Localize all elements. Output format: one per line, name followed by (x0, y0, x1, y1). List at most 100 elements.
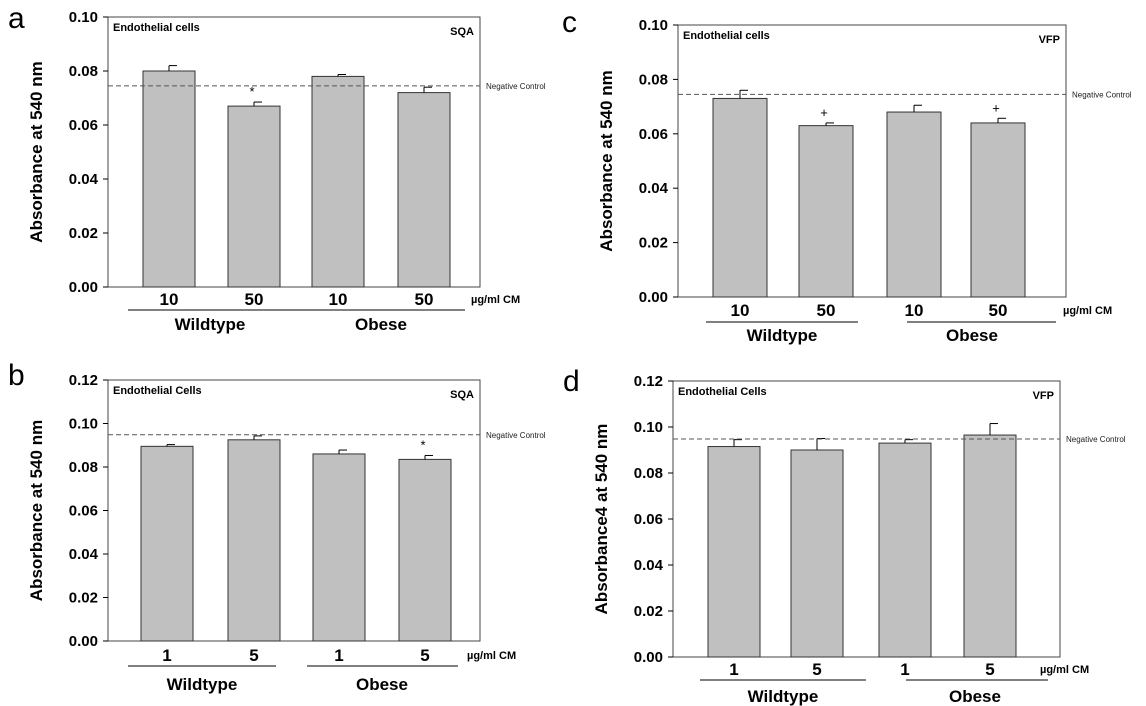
x-tick-label: 50 (989, 301, 1008, 320)
y-tick-label: 0.08 (639, 71, 668, 88)
significance-marker: * (420, 437, 425, 452)
y-tick-label: 0.00 (69, 279, 98, 296)
y-tick-label: 0.06 (69, 117, 98, 134)
y-tick-label: 0.04 (639, 180, 669, 197)
y-tick-label: 0.08 (69, 459, 98, 476)
y-tick-label: 0.10 (69, 416, 98, 433)
unit-label: µg/ml CM (1040, 664, 1089, 676)
significance-marker: * (249, 84, 254, 99)
panel-b: b 0.00 0.02 0.04 0.06 0.08 0.10 0.12 Absorbance … (8, 359, 546, 694)
y-tick-label: 0.00 (639, 289, 668, 306)
group-label: Wildtype (175, 315, 246, 334)
negative-control-label: Negative Control (1072, 90, 1132, 99)
y-tick-label: 0.10 (69, 9, 98, 26)
panel-letter: a (8, 2, 25, 35)
y-axis-label: Absorbance at 540 nm (27, 61, 46, 242)
x-tick-label: 50 (245, 290, 264, 309)
group-label: Wildtype (747, 326, 818, 345)
y-tick-label: 0.06 (69, 503, 98, 520)
group-label: Obese (946, 326, 998, 345)
y-tick-label: 0.00 (69, 633, 98, 650)
bar (140, 445, 194, 642)
bar (963, 434, 1017, 658)
x-tick-label: 5 (812, 660, 821, 679)
x-tick-label: 1 (900, 660, 909, 679)
negative-control-label: Negative Control (486, 431, 546, 440)
y-tick-label: 0.04 (69, 546, 99, 563)
x-tick-label: 1 (162, 646, 171, 665)
panel-c: c 0.00 0.02 0.04 0.06 0.08 0.10 Absorbance at 5… (562, 6, 1132, 345)
y-tick-label: 0.12 (634, 373, 663, 390)
y-tick-label: 0.10 (634, 419, 663, 436)
y-axis-label: Absorbance4 at 540 nm (592, 424, 611, 615)
unit-label: µg/ml CM (467, 650, 516, 662)
inset-cell-label: Endothelial Cells (113, 385, 202, 397)
group-label: Obese (949, 687, 1001, 706)
bar (142, 70, 196, 288)
inset-cell-label: Endothelial cells (113, 22, 200, 34)
y-tick-label: 0.00 (634, 649, 663, 666)
panel-letter: d (563, 365, 580, 398)
x-tick-label: 50 (817, 301, 836, 320)
bar (227, 439, 281, 642)
inset-tissue-label: SQA (450, 26, 474, 38)
y-tick-label: 0.02 (639, 235, 668, 252)
x-tick-label: 10 (905, 301, 924, 320)
inset-cell-label: Endothelial Cells (678, 386, 767, 398)
y-tick-label: 0.08 (69, 63, 98, 80)
inset-tissue-label: VFP (1033, 390, 1054, 402)
panel-letter: c (562, 6, 577, 39)
bar (798, 125, 854, 298)
bar (707, 446, 761, 658)
bar (878, 442, 932, 658)
x-tick-label: 10 (731, 301, 750, 320)
group-label: Wildtype (748, 687, 819, 706)
y-axis-label: Absorbance at 540 nm (27, 420, 46, 601)
y-tick-label: 0.06 (634, 511, 663, 528)
x-tick-label: 10 (160, 290, 179, 309)
plot-frame (107, 16, 481, 288)
y-tick-label: 0.02 (69, 590, 98, 607)
negative-control-label: Negative Control (486, 82, 546, 91)
y-tick-label: 0.02 (69, 225, 98, 242)
x-tick-label: 5 (420, 646, 429, 665)
group-label: Obese (356, 675, 408, 694)
y-tick-label: 0.04 (69, 171, 99, 188)
group-label: Wildtype (167, 675, 238, 694)
x-tick-label: 1 (334, 646, 343, 665)
y-tick-label: 0.10 (639, 17, 668, 34)
y-axis-label: Absorbance at 540 nm (597, 70, 616, 251)
unit-label: µg/ml CM (471, 294, 520, 306)
panel-a: a 0.00 0.02 0.04 0.06 0.08 0.10 Absorbance at 5… (8, 2, 546, 334)
x-tick-label: 1 (729, 660, 738, 679)
x-tick-label: 10 (329, 290, 348, 309)
bar (970, 122, 1026, 298)
bar (227, 105, 281, 288)
bar (398, 458, 452, 642)
bar (397, 92, 451, 288)
significance-marker: + (820, 105, 828, 120)
inset-cell-label: Endothelial cells (683, 30, 770, 42)
panel-letter: b (8, 359, 25, 392)
x-tick-label: 50 (415, 290, 434, 309)
inset-tissue-label: VFP (1039, 34, 1060, 46)
y-tick-label: 0.08 (634, 465, 663, 482)
bar (311, 75, 365, 288)
plot-frame (677, 24, 1067, 298)
significance-marker: + (992, 100, 1000, 115)
y-tick-label: 0.06 (639, 126, 668, 143)
bar (712, 97, 768, 298)
inset-tissue-label: SQA (450, 389, 474, 401)
y-tick-label: 0.02 (634, 603, 663, 620)
y-tick-label: 0.12 (69, 372, 98, 389)
bar (886, 111, 942, 298)
y-tick-label: 0.04 (634, 557, 664, 574)
bar (790, 449, 844, 658)
x-tick-label: 5 (985, 660, 994, 679)
panel-d: d 0.00 0.02 0.04 0.06 0.08 0.10 0.12 Absorbance4… (563, 365, 1126, 706)
unit-label: µg/ml CM (1063, 305, 1112, 317)
x-tick-label: 5 (249, 646, 258, 665)
negative-control-label: Negative Control (1066, 435, 1126, 444)
bar (312, 453, 366, 642)
